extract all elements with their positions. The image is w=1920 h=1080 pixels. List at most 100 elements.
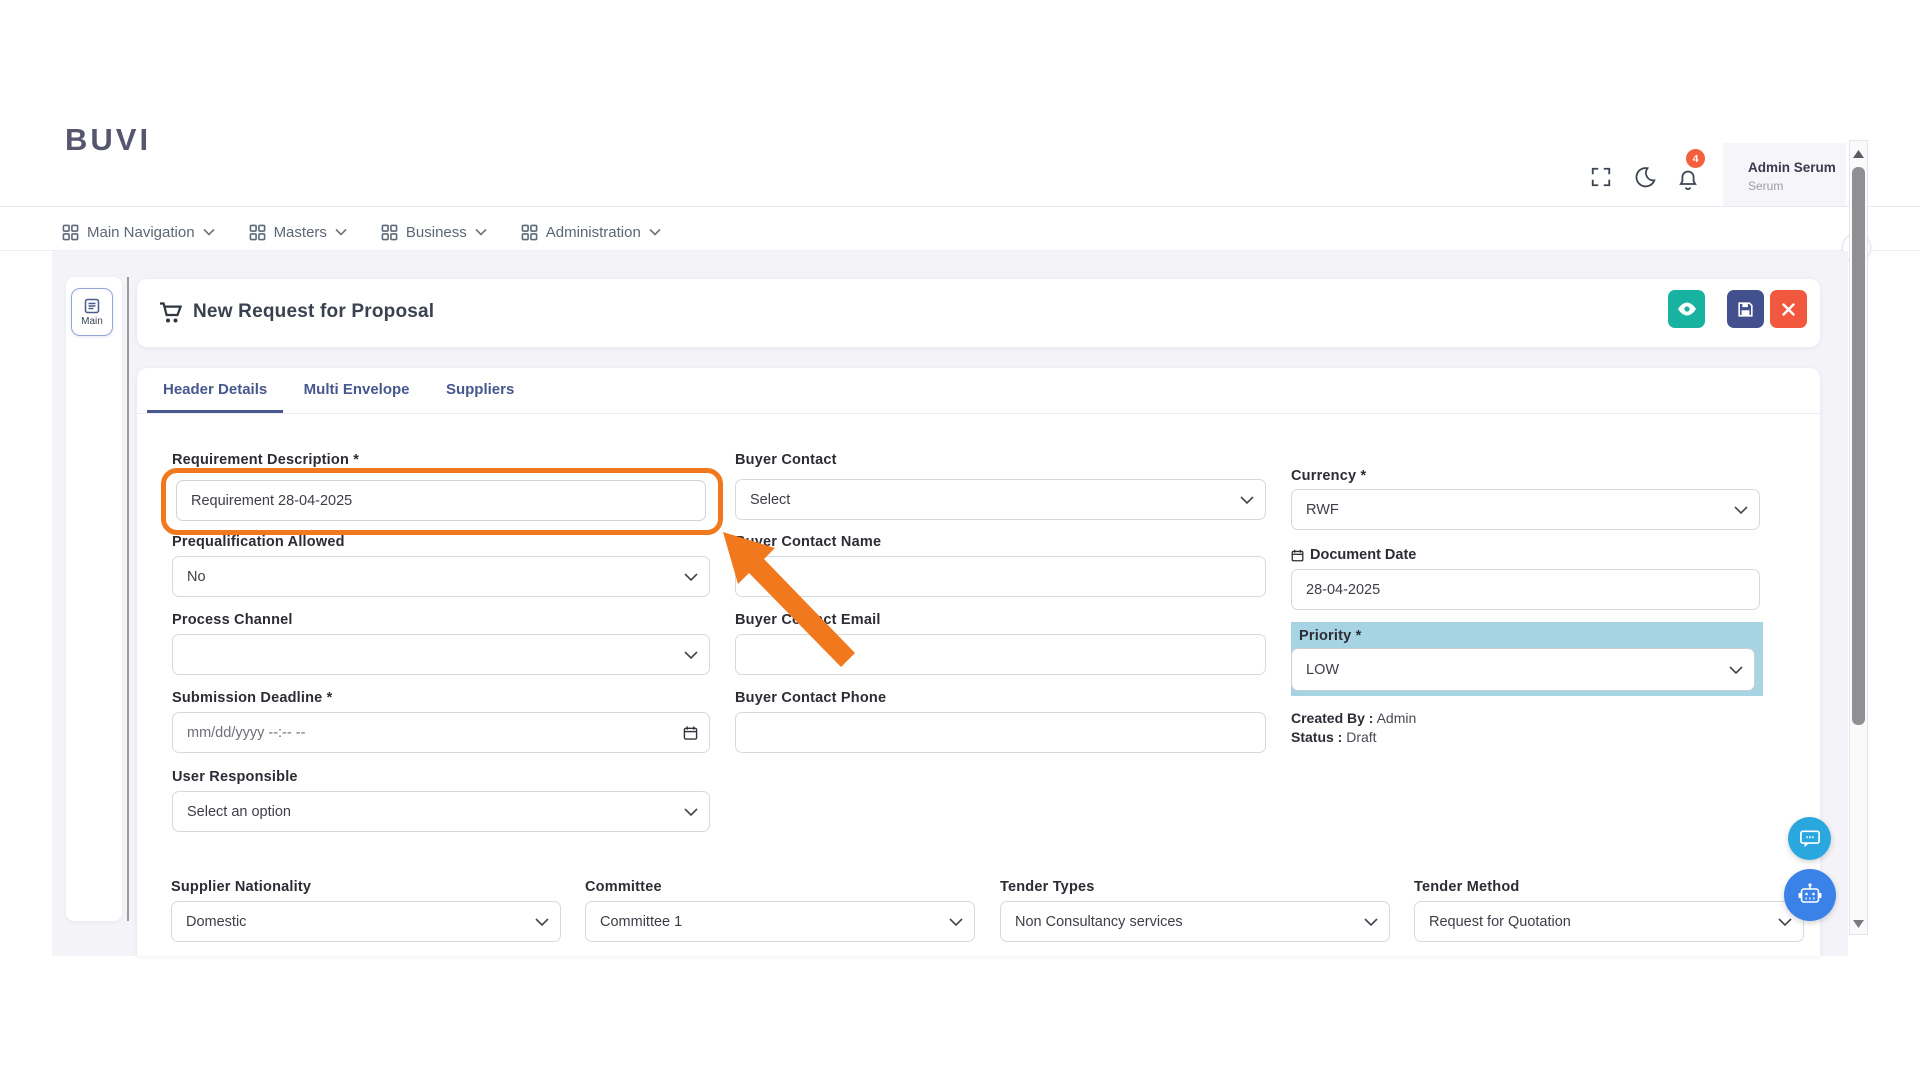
nav-item-label: Administration (545, 223, 641, 241)
buyer-contact-name-input[interactable] (735, 556, 1266, 597)
page-header-card: New Request for Proposal (137, 279, 1820, 347)
main-nav-bar: Main Navigation Masters Business (62, 218, 695, 246)
nav-item-label: Main Navigation (87, 223, 195, 241)
scroll-up-icon[interactable] (1853, 150, 1864, 158)
notification-badge: 4 (1686, 149, 1705, 168)
committee-value: Committee 1 (600, 913, 683, 930)
process-channel-label: Process Channel (172, 612, 293, 628)
status-row: Status : Draft (1291, 729, 1377, 745)
grid-icon (249, 224, 266, 241)
vertical-scrollbar[interactable] (1849, 140, 1868, 935)
chevron-down-icon (1240, 495, 1254, 504)
grid-icon (381, 224, 398, 241)
tab-bar: Header Details Multi Envelope Suppliers (137, 368, 1820, 414)
chevron-down-icon (1778, 917, 1792, 926)
user-name: Admin Serum (1748, 160, 1836, 175)
user-menu[interactable]: Admin Serum Serum (1723, 143, 1846, 206)
submission-deadline-input[interactable]: mm/dd/yyyy --:-- -- (172, 712, 710, 753)
nav-item-label: Business (405, 223, 467, 241)
moon-icon[interactable] (1633, 165, 1657, 194)
currency-label: Currency * (1291, 468, 1367, 484)
buyer-contact-email-label: Buyer Contact Email (735, 612, 881, 628)
assistant-bot-fab[interactable] (1784, 869, 1836, 921)
chevron-down-icon (1364, 917, 1378, 926)
user-responsible-label: User Responsible (172, 769, 298, 785)
save-button[interactable] (1727, 290, 1764, 328)
chevron-down-icon (684, 572, 698, 581)
prequalification-allowed-select[interactable]: No (172, 556, 710, 597)
close-button[interactable] (1770, 290, 1807, 328)
buyer-contact-email-input[interactable] (735, 634, 1266, 675)
app-logo[interactable]: BUVI (65, 122, 152, 157)
nav-item-business[interactable]: Business (381, 224, 487, 241)
currency-value: RWF (1306, 501, 1339, 518)
chevron-down-icon (1729, 665, 1743, 674)
created-by-row: Created By : Admin (1291, 710, 1416, 726)
document-date-label: Document Date (1310, 547, 1417, 563)
user-responsible-select[interactable]: Select an option (172, 791, 710, 832)
eye-icon (1677, 302, 1697, 316)
status-value: Draft (1346, 729, 1377, 745)
supplier-nationality-select[interactable]: Domestic (171, 901, 561, 942)
page-title: New Request for Proposal (193, 301, 435, 322)
chevron-down-icon (684, 807, 698, 816)
nav-item-administration[interactable]: Administration (521, 224, 661, 241)
user-responsible-value: Select an option (187, 803, 291, 820)
supplier-nationality-value: Domestic (186, 913, 247, 930)
buyer-contact-phone-input[interactable] (735, 712, 1266, 753)
notifications-bell-icon[interactable] (1676, 168, 1700, 199)
buyer-contact-name-label: Buyer Contact Name (735, 534, 882, 550)
process-channel-select[interactable] (172, 634, 710, 675)
buyer-contact-value: Select (750, 491, 791, 508)
chevron-down-icon (202, 228, 215, 236)
chevron-down-icon (1734, 505, 1748, 514)
nav-item-main-navigation[interactable]: Main Navigation (62, 224, 215, 241)
left-sidebar (66, 277, 122, 921)
scroll-down-icon[interactable] (1853, 920, 1864, 928)
tender-method-value: Request for Quotation (1429, 913, 1571, 930)
sidebar-resizer[interactable] (127, 277, 129, 921)
buyer-contact-select[interactable]: Select (735, 479, 1266, 520)
tender-types-select[interactable]: Non Consultancy services (1000, 901, 1390, 942)
tab-multi-envelope[interactable]: Multi Envelope (303, 380, 410, 398)
save-floppy-icon (1736, 300, 1755, 319)
chevron-down-icon (535, 917, 549, 926)
buyer-contact-label: Buyer Contact (735, 452, 837, 468)
submission-deadline-label: Submission Deadline * (172, 690, 333, 706)
chevron-down-icon (475, 228, 487, 236)
tender-method-select[interactable]: Request for Quotation (1414, 901, 1804, 942)
committee-select[interactable]: Committee 1 (585, 901, 975, 942)
submission-deadline-placeholder: mm/dd/yyyy --:-- -- (187, 724, 306, 741)
document-date-value: 28-04-2025 (1306, 581, 1381, 598)
fullscreen-icon[interactable] (1590, 166, 1612, 193)
status-label: Status : (1291, 729, 1343, 745)
committee-label: Committee (585, 879, 662, 895)
document-date-label-row: Document Date (1291, 547, 1416, 563)
grid-icon (521, 224, 538, 241)
header-divider (0, 206, 1920, 207)
prequalification-allowed-value: No (187, 568, 206, 585)
priority-value: LOW (1306, 661, 1340, 678)
robot-icon (1796, 881, 1824, 909)
chevron-down-icon (335, 228, 347, 236)
chevron-down-icon (649, 228, 661, 236)
chat-fab[interactable] (1788, 817, 1831, 860)
main-module-button[interactable]: Main (71, 288, 113, 336)
created-by-value: Admin (1376, 710, 1417, 726)
scrollbar-thumb[interactable] (1852, 167, 1865, 725)
preview-button[interactable] (1668, 290, 1705, 328)
tab-header-details[interactable]: Header Details (147, 368, 284, 413)
tab-suppliers[interactable]: Suppliers (445, 380, 515, 398)
prequalification-allowed-label: Prequalification Allowed (172, 534, 345, 550)
calendar-icon[interactable] (683, 725, 698, 740)
tender-types-value: Non Consultancy services (1015, 913, 1183, 930)
priority-select[interactable]: LOW (1291, 648, 1755, 691)
document-date-input[interactable]: 28-04-2025 (1291, 569, 1760, 610)
calendar-icon (1291, 549, 1304, 562)
document-lines-icon (84, 298, 100, 314)
nav-item-masters[interactable]: Masters (249, 224, 347, 241)
requirement-description-input[interactable]: Requirement 28-04-2025 (176, 480, 706, 521)
tender-types-label: Tender Types (1000, 879, 1095, 895)
currency-select[interactable]: RWF (1291, 489, 1760, 530)
main-module-label: Main (81, 315, 103, 327)
